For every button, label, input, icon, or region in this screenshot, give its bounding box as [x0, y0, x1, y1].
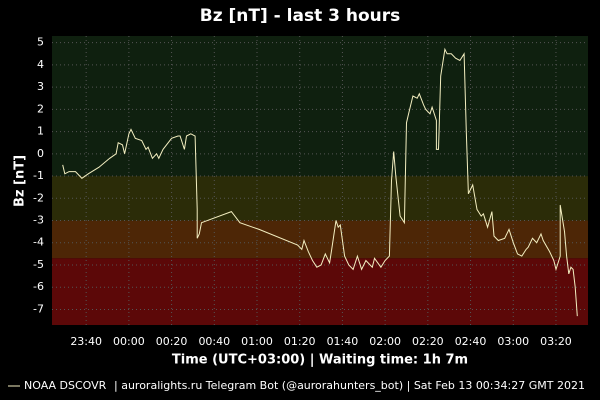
band [52, 258, 588, 325]
x-tick-label: 03:20 [540, 335, 572, 348]
x-tick-label: 23:40 [70, 335, 102, 348]
x-tick-label: 02:20 [412, 335, 444, 348]
x-tick-label: 00:40 [198, 335, 230, 348]
y-tick-label: -4 [33, 236, 44, 249]
y-tick-label: -1 [33, 169, 44, 182]
y-tick-label: -6 [33, 280, 44, 293]
x-tick-label: 00:20 [156, 335, 188, 348]
y-tick-label: -2 [33, 191, 44, 204]
y-tick-label: 2 [37, 102, 44, 115]
y-tick-label: -5 [33, 258, 44, 271]
y-tick-label: 0 [37, 147, 44, 160]
y-tick-label: -7 [33, 302, 44, 315]
band [52, 220, 588, 259]
x-tick-label: 01:00 [241, 335, 273, 348]
x-tick-label: 01:40 [327, 335, 359, 348]
x-tick-label: 02:40 [455, 335, 487, 348]
x-tick-label: 02:00 [369, 335, 401, 348]
data-line [62, 47, 578, 317]
x-tick-label: 00:00 [113, 335, 145, 348]
x-tick-label: 01:20 [284, 335, 316, 348]
x-tick-label: 03:00 [497, 335, 529, 348]
band [52, 36, 588, 177]
x-axis-label: Time (UTC+03:00) | Waiting time: 1h 7m [172, 353, 468, 368]
y-axis-label: Bz [nT] [13, 155, 28, 207]
y-tick-label: -3 [33, 214, 44, 227]
y-tick-label: 1 [37, 125, 44, 138]
chart-title: Bz [nT] - last 3 hours [200, 6, 401, 26]
y-tick-label: 5 [37, 36, 44, 49]
y-tick-label: 3 [37, 80, 44, 93]
y-tick-label: 4 [37, 58, 44, 71]
footer: | auroralights.ru Telegram Bot (@aurorah… [114, 379, 585, 392]
legend-label: NOAA DSCOVR [24, 379, 107, 392]
